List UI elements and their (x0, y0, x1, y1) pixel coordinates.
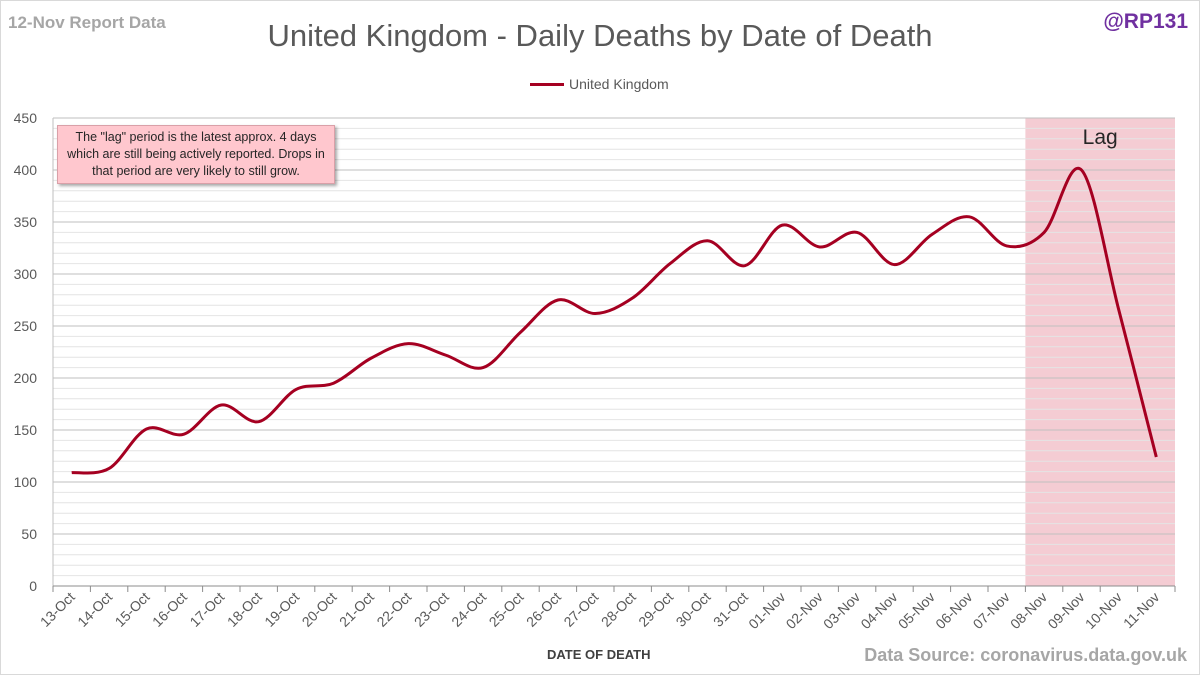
x-tick-label: 10-Nov (1082, 589, 1125, 632)
data-point (855, 230, 859, 234)
y-tick-label: 200 (14, 370, 38, 386)
y-tick-label: 350 (14, 214, 38, 230)
x-tick-label: 31-Oct (710, 589, 751, 630)
x-tick-label: 03-Nov (820, 589, 863, 632)
data-point (481, 366, 485, 370)
data-point (631, 296, 635, 300)
x-tick-label: 02-Nov (783, 589, 826, 632)
y-tick-label: 250 (14, 318, 38, 334)
y-tick-label: 300 (14, 266, 38, 282)
series-line-united-kingdom (71, 166, 1158, 475)
data-point (107, 466, 111, 470)
data-point (219, 403, 223, 407)
legend-label: United Kingdom (569, 76, 669, 92)
data-point (1117, 308, 1121, 312)
x-tick-label: 26-Oct (523, 589, 564, 630)
x-tick-label: 27-Oct (560, 589, 601, 630)
x-tick-label: 22-Oct (373, 589, 414, 630)
data-point (332, 381, 336, 385)
x-tick-label: 11-Nov (1120, 589, 1162, 631)
legend-swatch (530, 82, 564, 86)
data-point (1080, 168, 1084, 172)
data-point (967, 215, 971, 219)
data-point (743, 264, 747, 268)
x-tick-label: 01-Nov (745, 589, 788, 632)
data-point (369, 356, 373, 360)
x-tick-label: 30-Oct (673, 589, 714, 630)
data-point (1154, 455, 1158, 459)
x-tick-label: 20-Oct (299, 589, 340, 630)
lag-band (1025, 118, 1175, 586)
data-point (668, 262, 672, 266)
data-point (706, 239, 710, 243)
x-tick-label: 19-Oct (261, 589, 302, 630)
x-tick-label: 29-Oct (635, 589, 676, 630)
x-tick-label: 17-Oct (186, 589, 227, 630)
x-tick-label: 05-Nov (895, 589, 938, 632)
data-point (593, 312, 597, 316)
y-tick-label: 100 (14, 474, 38, 490)
data-point (294, 387, 298, 391)
x-tick-label: 08-Nov (1007, 589, 1050, 632)
y-tick-label: 0 (29, 578, 37, 594)
data-point (257, 420, 261, 424)
lag-label: Lag (1083, 126, 1118, 149)
data-point (182, 432, 186, 436)
data-point (930, 232, 934, 236)
data-source-label: Data Source: coronavirus.data.gov.uk (864, 645, 1187, 665)
data-point (893, 263, 897, 267)
x-tick-label: 06-Nov (932, 589, 975, 632)
x-tick-label: 28-Oct (598, 589, 639, 630)
data-point (556, 298, 560, 302)
legend: United Kingdom (530, 76, 669, 92)
x-tick-label: 23-Oct (411, 589, 452, 630)
data-point (70, 471, 74, 475)
x-tick-label: 09-Nov (1044, 589, 1087, 632)
data-point (519, 330, 523, 334)
x-tick-label: 14-Oct (74, 589, 115, 630)
x-tick-label: 18-Oct (224, 589, 265, 630)
data-point (1042, 230, 1046, 234)
author-handle: @RP131 (1103, 10, 1188, 33)
chart-title: United Kingdom - Daily Deaths by Date of… (267, 18, 933, 53)
data-point (1005, 244, 1009, 248)
x-tick-label: 15-Oct (112, 589, 153, 630)
data-point (444, 353, 448, 357)
y-tick-label: 400 (14, 162, 38, 178)
x-axis-title: DATE OF DEATH (547, 647, 651, 662)
y-tick-label: 450 (14, 110, 38, 126)
x-tick-label: 16-Oct (149, 589, 190, 630)
x-tick-label: 13-Oct (37, 589, 78, 630)
data-point (145, 427, 149, 431)
x-tick-label: 21-Oct (336, 589, 377, 630)
data-point (406, 342, 410, 346)
y-tick-label: 50 (21, 526, 37, 542)
data-point (818, 245, 822, 249)
x-tick-label: 25-Oct (486, 589, 527, 630)
x-tick-label: 07-Nov (970, 589, 1013, 632)
report-date-label: 12-Nov Report Data (8, 13, 166, 32)
y-tick-label: 150 (14, 422, 38, 438)
lag-annotation: The "lag" period is the latest approx. 4… (57, 125, 335, 184)
data-point (780, 223, 784, 227)
x-tick-label: 04-Nov (857, 589, 900, 632)
x-tick-label: 24-Oct (448, 589, 489, 630)
